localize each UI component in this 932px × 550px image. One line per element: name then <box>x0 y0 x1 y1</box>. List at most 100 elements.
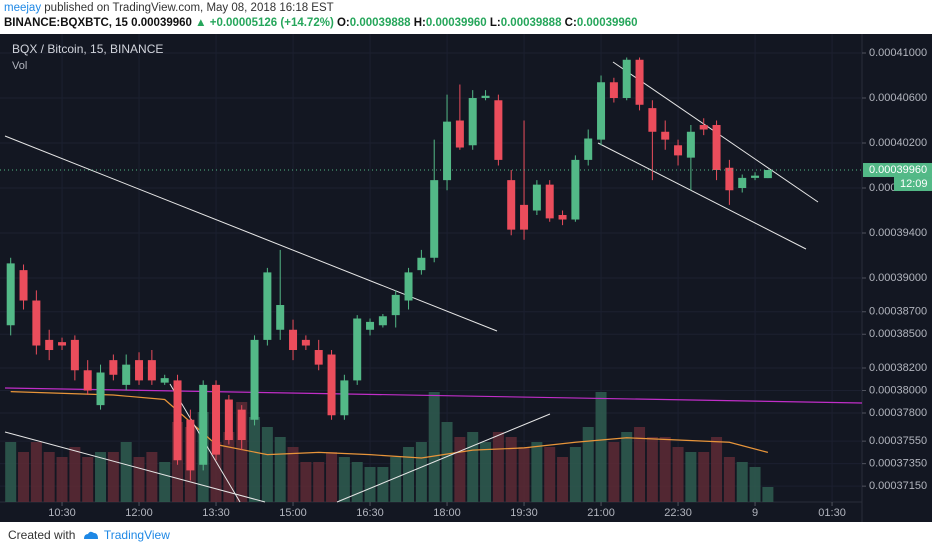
candle-body <box>468 98 477 146</box>
candle-body <box>83 370 92 391</box>
volume-bar <box>531 442 543 502</box>
volume-bar <box>762 487 774 502</box>
y-tick-label: 0.00037150 <box>869 480 927 492</box>
x-tick-label: 10:30 <box>48 507 76 519</box>
candle-body <box>301 339 310 346</box>
candle-body <box>584 138 593 160</box>
volume-bar <box>274 437 286 502</box>
candle-body <box>19 270 28 301</box>
volume-bar <box>5 442 17 502</box>
volume-bar <box>659 437 671 502</box>
x-tick-label: 19:30 <box>510 507 538 519</box>
candle-body <box>327 354 336 416</box>
symbol: BINANCE:BQXBTC, 15 <box>4 17 128 29</box>
volume-bar <box>300 462 312 502</box>
candle-body <box>686 131 695 158</box>
candle-body <box>6 263 15 326</box>
ohlc-value: 0.00039960 <box>425 17 487 29</box>
ohlc-h: H:0.00039960 <box>414 17 487 29</box>
volume-bar <box>107 452 119 502</box>
candle-body <box>699 125 708 130</box>
candle-body <box>455 120 464 148</box>
candle-body <box>314 350 323 365</box>
candle-body <box>173 380 182 461</box>
candle-body <box>250 339 259 420</box>
volume-bar <box>159 462 171 502</box>
symbol-line: BINANCE:BQXBTC, 15 0.00039960 ▲ +0.00005… <box>4 17 638 29</box>
volume-bar <box>210 442 222 502</box>
publish-line: meejay published on TradingView.com, May… <box>4 2 334 14</box>
candle-body <box>212 384 221 455</box>
brand[interactable]: TradingView <box>103 528 170 542</box>
candle-body <box>622 59 631 99</box>
candle-body <box>635 59 644 105</box>
y-tick-label: 0.00037800 <box>869 407 927 419</box>
published: published on TradingView.com, May 08, 20… <box>44 2 334 14</box>
author[interactable]: meejay <box>4 2 42 14</box>
candle-body <box>378 316 387 326</box>
volume-bar <box>505 437 517 502</box>
volume-bar <box>711 437 723 502</box>
volume-bar <box>685 452 697 502</box>
y-tick-label: 0.00039000 <box>869 272 927 284</box>
candle-body <box>224 399 233 441</box>
volume-bar <box>492 432 504 502</box>
y-tick-label: 0.00038500 <box>869 328 927 340</box>
last-price-box <box>863 163 932 178</box>
candle-body <box>520 204 529 230</box>
x-tick-label: 12:00 <box>125 507 153 519</box>
x-tick-label: 21:00 <box>587 507 615 519</box>
candle-body <box>417 257 426 271</box>
volume-bar <box>582 427 594 502</box>
x-tick-label: 9 <box>752 507 758 519</box>
created-with: Created with <box>8 528 76 542</box>
price: 0.00039960 <box>131 17 192 29</box>
candle-body <box>443 121 452 181</box>
candle-body <box>661 131 670 140</box>
candle-body <box>263 272 272 340</box>
volume-bar <box>415 442 427 502</box>
volume-bar <box>351 462 363 502</box>
moving-average <box>10 391 769 459</box>
candle-body <box>135 360 144 381</box>
y-tick-label: 0.00038200 <box>869 362 927 374</box>
y-tick-label: 0.00040200 <box>869 137 927 149</box>
volume-bar <box>428 392 440 502</box>
ohlc-label: H: <box>413 17 426 29</box>
ohlc-label: C: <box>564 17 577 29</box>
x-tick-label: 15:00 <box>279 507 307 519</box>
candle-body <box>32 300 41 346</box>
candle-body <box>353 318 362 381</box>
volume-bar <box>338 457 350 502</box>
candle-body <box>763 170 772 179</box>
last-price-label: 0.00039960 <box>869 164 927 176</box>
x-tick-label: 22:30 <box>664 507 692 519</box>
volume-bar <box>95 452 107 502</box>
volume-bar <box>634 427 646 502</box>
volume-bar <box>595 392 607 502</box>
candle-body <box>648 108 657 132</box>
volume-bar <box>146 452 158 502</box>
candle-body <box>545 184 554 219</box>
candle-body <box>366 321 375 330</box>
trendline <box>4 431 266 503</box>
brand-logo <box>83 531 98 539</box>
candle-body <box>725 167 734 191</box>
x-tick-label: 18:00 <box>433 507 461 519</box>
volume-bar <box>749 467 761 502</box>
footer: Created with TradingView <box>8 528 170 542</box>
y-tick-label: 0.00037550 <box>869 435 927 447</box>
trendline <box>597 142 807 250</box>
volume-bar <box>403 447 415 502</box>
volume-bar <box>120 442 132 502</box>
candle-body <box>571 159 580 220</box>
candle-body <box>481 95 490 99</box>
volume-bar <box>326 452 338 502</box>
volume-bar <box>133 457 145 502</box>
candle-body <box>70 339 79 371</box>
ohlc-c: C:0.00039960 <box>565 17 638 29</box>
ohlc-label: O: <box>336 17 350 29</box>
volume-label: Vol <box>12 60 27 72</box>
volume-bar <box>287 447 299 502</box>
volume-bar <box>441 422 453 502</box>
